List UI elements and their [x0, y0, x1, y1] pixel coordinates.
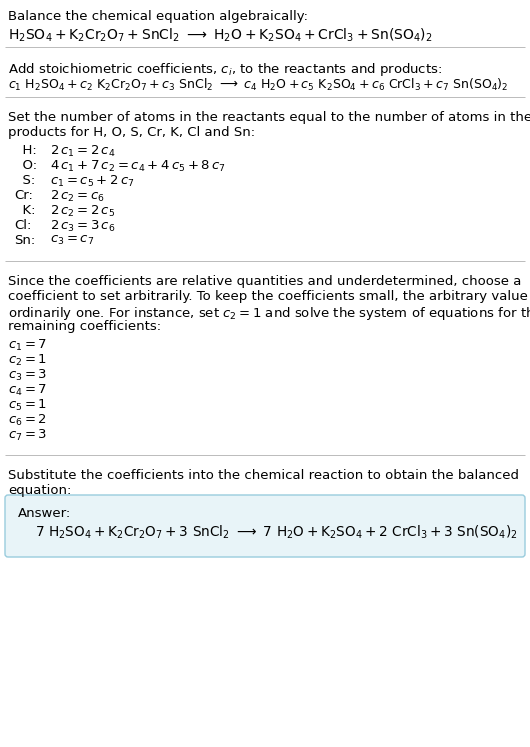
Text: products for H, O, S, Cr, K, Cl and Sn:: products for H, O, S, Cr, K, Cl and Sn: [8, 126, 255, 139]
Text: remaining coefficients:: remaining coefficients: [8, 320, 161, 333]
Text: Cr:: Cr: [14, 189, 33, 202]
Text: $7\ \mathrm{H_2SO_4} + \mathrm{K_2Cr_2O_7} + 3\ \mathrm{SnCl_2} \ \longrightarro: $7\ \mathrm{H_2SO_4} + \mathrm{K_2Cr_2O_… [35, 524, 518, 542]
Text: H:: H: [14, 144, 37, 157]
Text: $c_6 = 2$: $c_6 = 2$ [8, 413, 47, 428]
Text: $c_7 = 3$: $c_7 = 3$ [8, 428, 47, 443]
Text: Cl:: Cl: [14, 219, 31, 232]
Text: Substitute the coefficients into the chemical reaction to obtain the balanced: Substitute the coefficients into the che… [8, 469, 519, 482]
FancyBboxPatch shape [5, 495, 525, 557]
Text: $2\,c_1 = 2\,c_4$: $2\,c_1 = 2\,c_4$ [50, 144, 116, 159]
Text: $c_1\ \mathrm{H_2SO_4} + c_2\ \mathrm{K_2Cr_2O_7} + c_3\ \mathrm{SnCl_2} \ \long: $c_1\ \mathrm{H_2SO_4} + c_2\ \mathrm{K_… [8, 77, 508, 93]
Text: $2\,c_3 = 3\,c_6$: $2\,c_3 = 3\,c_6$ [50, 219, 116, 234]
Text: $c_1 = c_5 + 2\,c_7$: $c_1 = c_5 + 2\,c_7$ [50, 174, 135, 189]
Text: coefficient to set arbitrarily. To keep the coefficients small, the arbitrary va: coefficient to set arbitrarily. To keep … [8, 290, 530, 303]
Text: Set the number of atoms in the reactants equal to the number of atoms in the: Set the number of atoms in the reactants… [8, 111, 530, 124]
Text: equation:: equation: [8, 484, 72, 497]
Text: $c_1 = 7$: $c_1 = 7$ [8, 338, 47, 353]
Text: $c_4 = 7$: $c_4 = 7$ [8, 383, 47, 398]
Text: Add stoichiometric coefficients, $c_i$, to the reactants and products:: Add stoichiometric coefficients, $c_i$, … [8, 61, 442, 78]
Text: $2\,c_2 = c_6$: $2\,c_2 = c_6$ [50, 189, 105, 204]
Text: $c_2 = 1$: $c_2 = 1$ [8, 353, 47, 368]
Text: Balance the chemical equation algebraically:: Balance the chemical equation algebraica… [8, 10, 308, 23]
Text: $c_3 = 3$: $c_3 = 3$ [8, 368, 47, 383]
Text: S:: S: [14, 174, 36, 187]
Text: $c_5 = 1$: $c_5 = 1$ [8, 398, 47, 413]
Text: ordinarily one. For instance, set $c_2 = 1$ and solve the system of equations fo: ordinarily one. For instance, set $c_2 =… [8, 305, 530, 322]
Text: Sn:: Sn: [14, 234, 36, 247]
Text: O:: O: [14, 159, 37, 172]
Text: $4\,c_1 + 7\,c_2 = c_4 + 4\,c_5 + 8\,c_7$: $4\,c_1 + 7\,c_2 = c_4 + 4\,c_5 + 8\,c_7… [50, 159, 226, 174]
Text: Answer:: Answer: [18, 507, 71, 520]
Text: Since the coefficients are relative quantities and underdetermined, choose a: Since the coefficients are relative quan… [8, 275, 522, 288]
Text: K:: K: [14, 204, 36, 217]
Text: $2\,c_2 = 2\,c_5$: $2\,c_2 = 2\,c_5$ [50, 204, 115, 219]
Text: $\mathrm{H_2SO_4 + K_2Cr_2O_7 + SnCl_2} \ \longrightarrow \ \mathrm{H_2O + K_2SO: $\mathrm{H_2SO_4 + K_2Cr_2O_7 + SnCl_2} … [8, 27, 432, 44]
Text: $c_3 = c_7$: $c_3 = c_7$ [50, 234, 94, 247]
